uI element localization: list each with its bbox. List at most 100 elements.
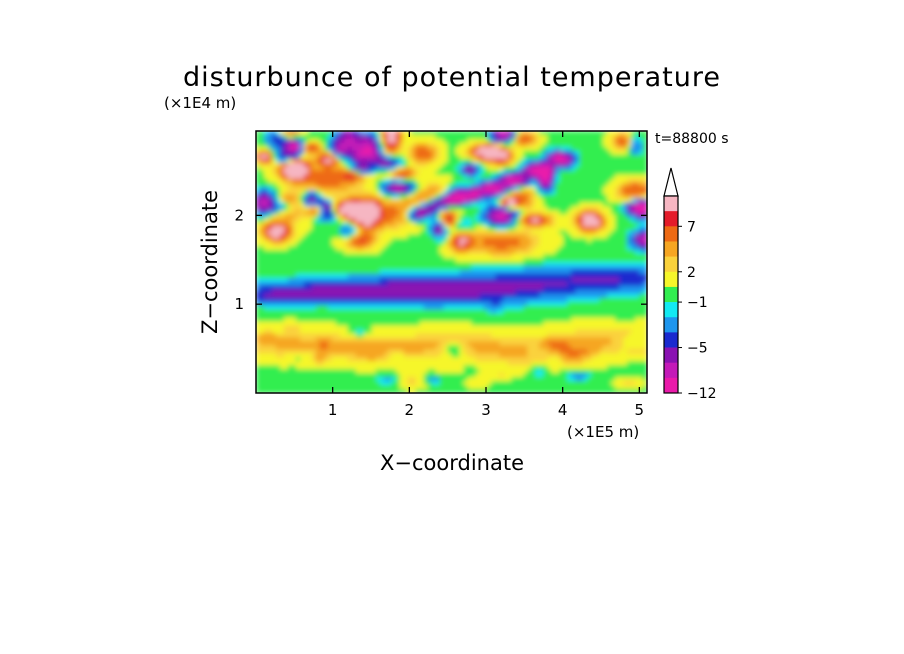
contour-cell (315, 258, 321, 263)
contour-cell (455, 131, 461, 136)
contour-cell (267, 158, 273, 164)
contour-cell (499, 273, 504, 279)
contour-cell (343, 174, 349, 180)
contour-cell (355, 313, 361, 319)
contour-cell (355, 285, 361, 291)
contour-cell (627, 226, 632, 231)
contour-cell (395, 222, 401, 227)
contour-cell (447, 131, 453, 136)
contour-cell (491, 174, 496, 180)
contour-cell (339, 230, 345, 235)
contour-cell (256, 174, 261, 180)
contour-cell (303, 182, 309, 188)
contour-cell (303, 190, 309, 196)
contour-cell (403, 234, 409, 239)
contour-cell (639, 170, 644, 176)
contour-cell (439, 281, 445, 287)
contour-cell (535, 250, 540, 255)
contour-cell (267, 293, 273, 299)
contour-cell (559, 214, 564, 219)
contour-cell (611, 210, 616, 215)
contour-cell (419, 254, 425, 259)
contour-cell (531, 170, 536, 176)
contour-cell (619, 210, 624, 215)
contour-cell (491, 230, 496, 235)
contour-cell (415, 142, 421, 148)
contour-cell (403, 309, 409, 315)
contour-cell (295, 317, 301, 323)
contour-cell (535, 309, 540, 315)
contour-cell (471, 313, 477, 319)
contour-cell (623, 273, 628, 279)
contour-cell (283, 289, 289, 295)
contour-cell (411, 329, 417, 335)
contour-cell (435, 293, 441, 299)
contour-cell (475, 305, 481, 311)
contour-cell (499, 178, 504, 184)
contour-cell (363, 170, 369, 176)
contour-cell (591, 166, 596, 172)
contour-cell (271, 234, 277, 239)
contour-cell (567, 214, 572, 219)
contour-cell (343, 194, 349, 200)
contour-cell (507, 262, 512, 267)
contour-cell (287, 226, 293, 231)
contour-cell (595, 309, 600, 315)
contour-cell (543, 158, 548, 164)
contour-cell (411, 202, 417, 208)
contour-cell (595, 305, 600, 311)
contour-cell (411, 162, 417, 168)
contour-cell (639, 206, 644, 211)
contour-cell (439, 190, 445, 196)
contour-cell (419, 134, 425, 140)
contour-cell (419, 190, 425, 196)
contour-cell (639, 131, 644, 136)
contour-cell (451, 325, 457, 331)
contour-cell (459, 194, 465, 200)
contour-cell (595, 317, 600, 323)
contour-cell (535, 297, 540, 303)
contour-cell (571, 317, 576, 323)
contour-cell (559, 234, 564, 239)
contour-cell (531, 214, 536, 219)
contour-cell (431, 289, 437, 295)
contour-cell (507, 293, 512, 299)
contour-cell (399, 234, 405, 239)
contour-cell (547, 150, 552, 156)
contour-cell (615, 254, 620, 259)
contour-cell (595, 170, 600, 176)
contour-cell (519, 218, 524, 223)
contour-cell (467, 131, 473, 136)
contour-cell (583, 150, 588, 156)
contour-cell (343, 313, 349, 319)
contour-cell (267, 281, 273, 287)
contour-cell (503, 234, 508, 239)
contour-cell (256, 258, 261, 263)
contour-cell (367, 277, 373, 283)
contour-cell (483, 214, 489, 219)
contour-cell (479, 313, 485, 319)
contour-cell (567, 222, 572, 227)
contour-cell (451, 250, 457, 255)
contour-cell (271, 178, 277, 184)
contour-cell (387, 281, 393, 287)
contour-cell (447, 146, 453, 152)
contour-cell (335, 186, 341, 192)
contour-cell (359, 131, 365, 136)
contour-cell (611, 174, 616, 180)
contour-cell (619, 182, 624, 188)
contour-cell (283, 250, 289, 255)
contour-cell (531, 162, 536, 168)
contour-cell (583, 313, 588, 319)
contour-cell (539, 214, 544, 219)
contour-cell (443, 166, 449, 172)
contour-cell (503, 166, 508, 172)
contour-cell (595, 226, 600, 231)
contour-cell (559, 277, 564, 283)
contour-cell (307, 186, 313, 192)
contour-cell (463, 317, 469, 323)
contour-cell (315, 262, 321, 267)
contour-cell (559, 309, 564, 315)
contour-cell (319, 305, 325, 311)
contour-cell (535, 321, 540, 327)
